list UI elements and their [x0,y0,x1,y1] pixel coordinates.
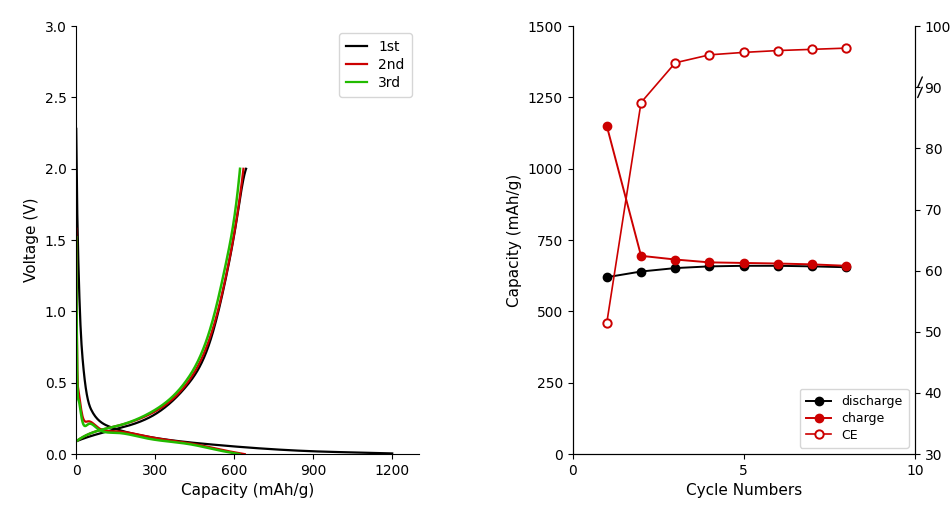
Legend: discharge, charge, CE: discharge, charge, CE [799,389,907,448]
Y-axis label: Voltage (V): Voltage (V) [24,198,39,282]
Y-axis label: Capacity (mAh/g): Capacity (mAh/g) [506,173,522,307]
X-axis label: Cycle Numbers: Cycle Numbers [684,483,801,499]
X-axis label: Capacity (mAh/g): Capacity (mAh/g) [181,483,314,499]
Legend: 1st, 2nd, 3rd: 1st, 2nd, 3rd [339,33,411,97]
